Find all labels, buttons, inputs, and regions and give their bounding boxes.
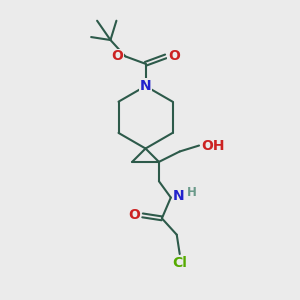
Text: N: N <box>140 79 152 93</box>
Text: O: O <box>168 50 180 63</box>
Text: H: H <box>187 186 197 199</box>
Text: Cl: Cl <box>172 256 187 270</box>
Text: OH: OH <box>201 139 225 152</box>
Text: N: N <box>172 189 184 203</box>
Text: O: O <box>111 50 123 63</box>
Text: O: O <box>128 208 140 222</box>
